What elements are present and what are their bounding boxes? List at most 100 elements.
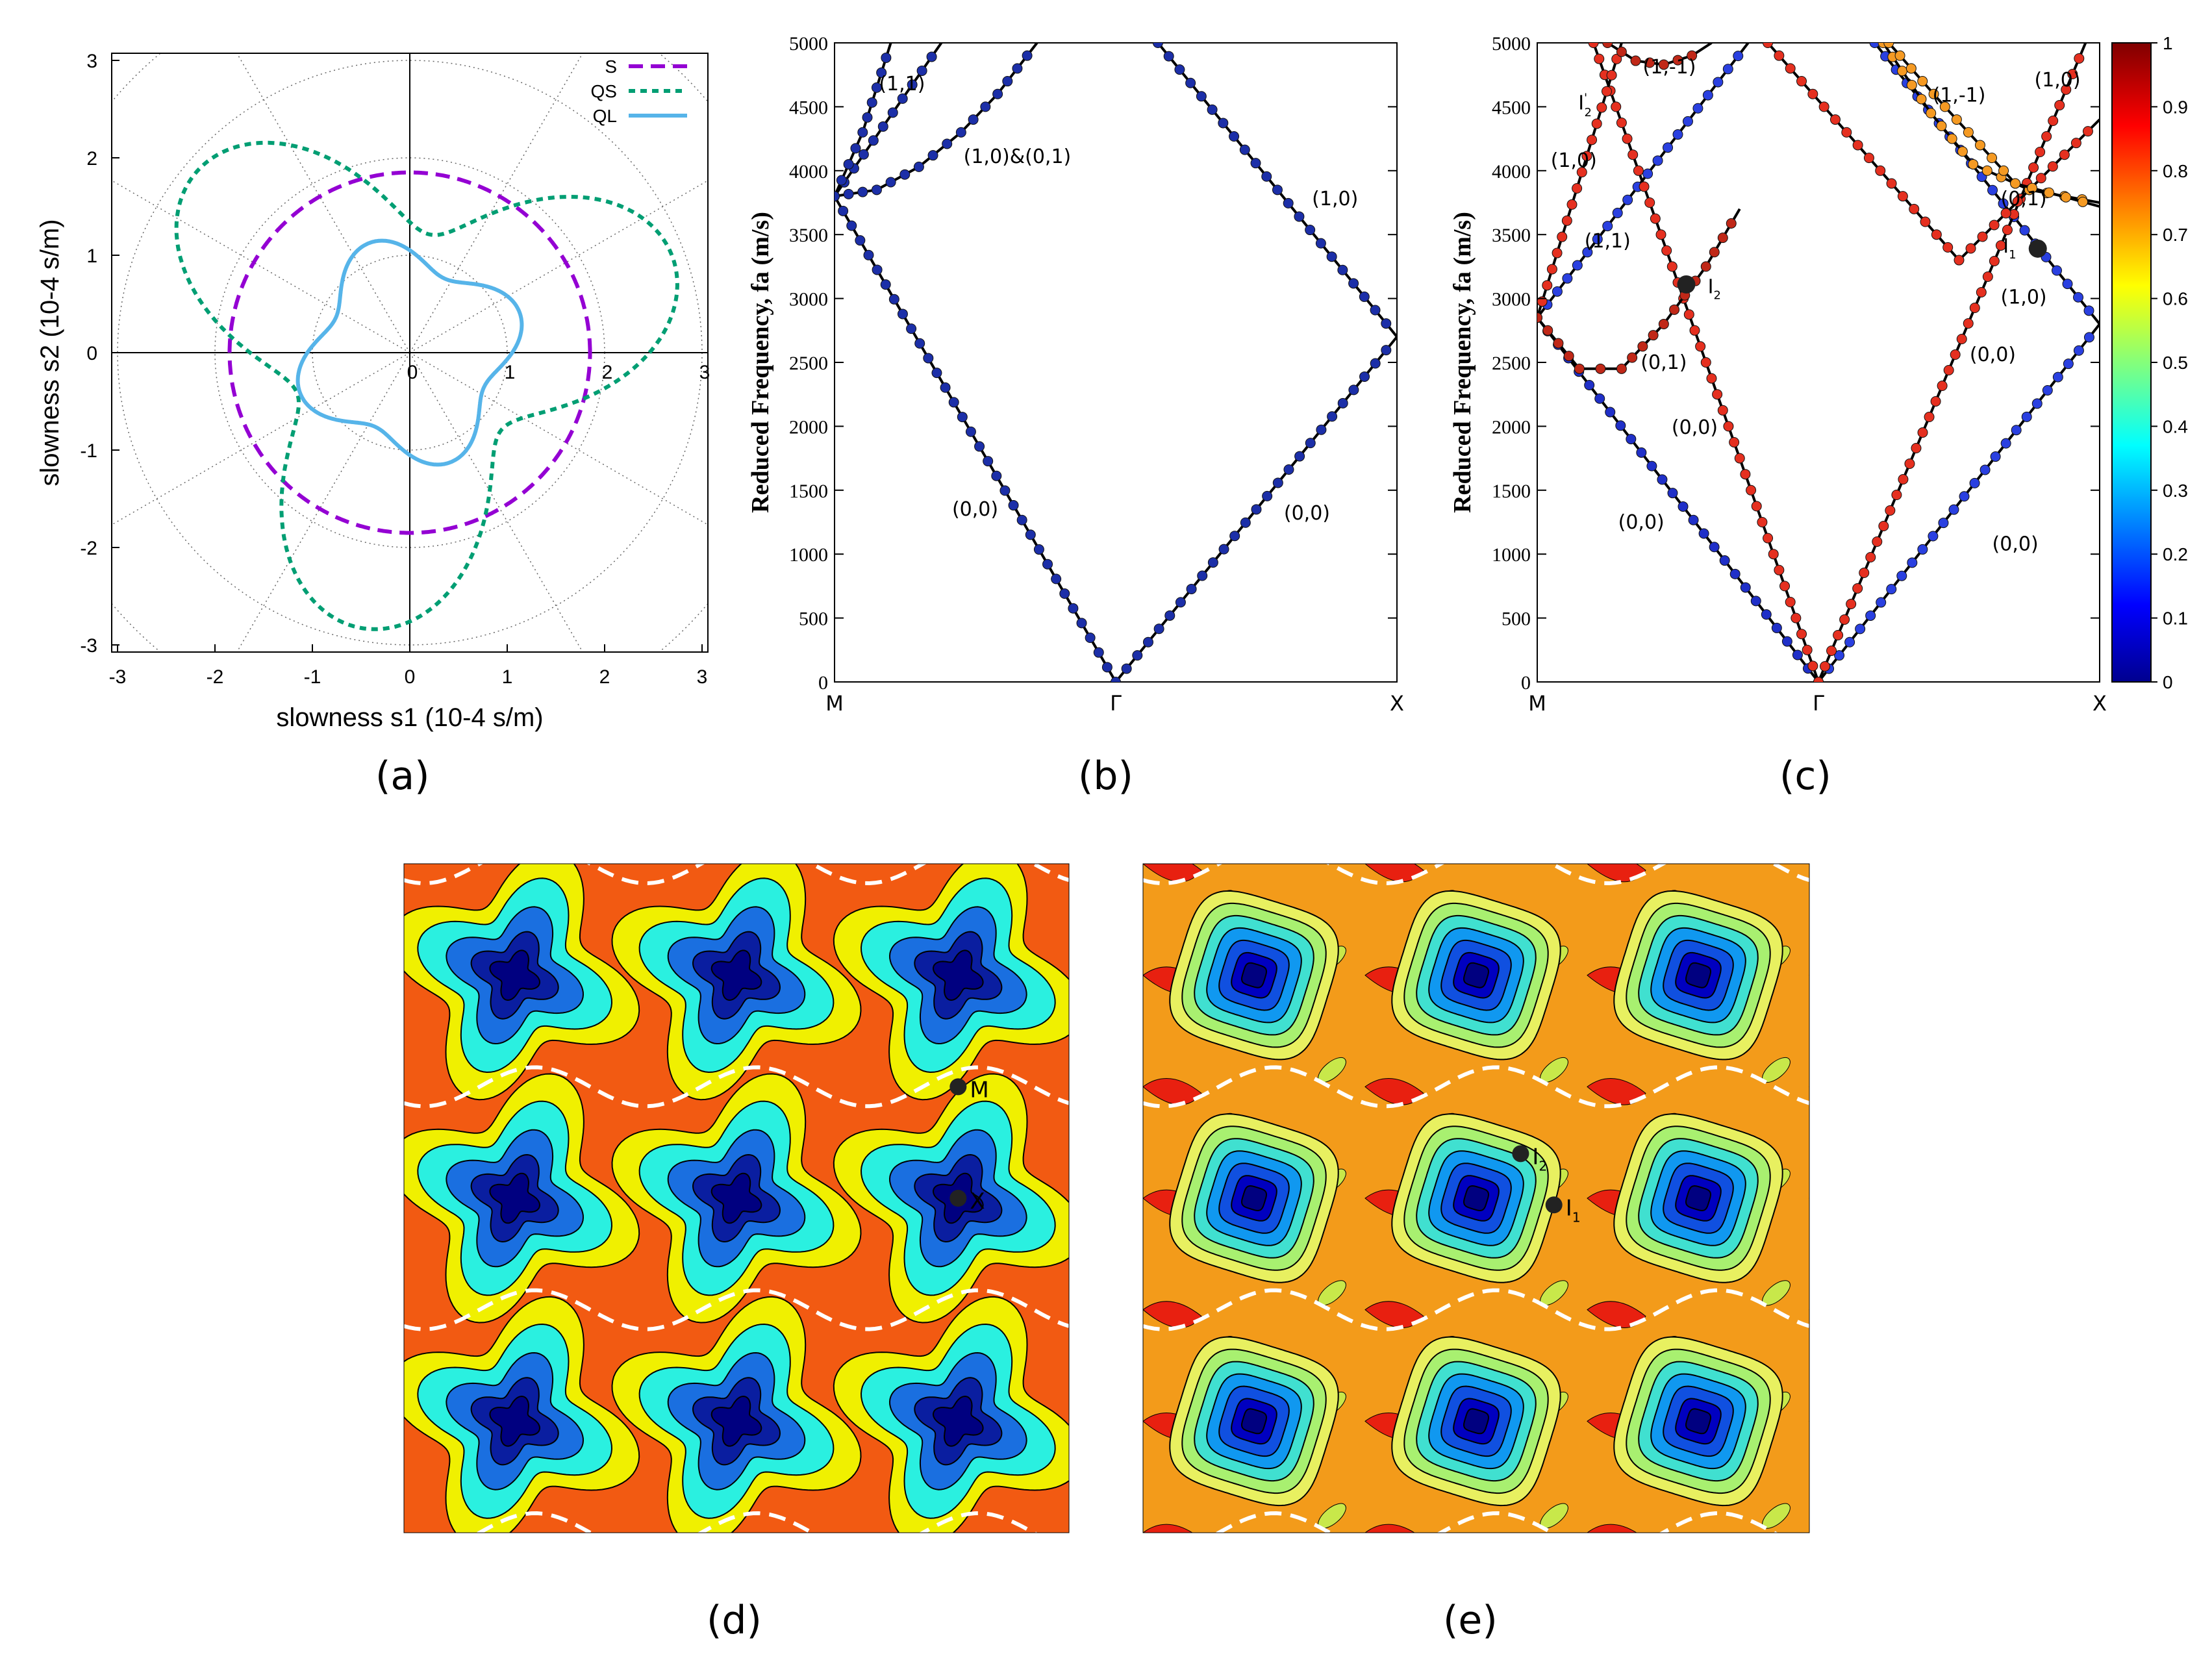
branch-point xyxy=(1563,351,1574,362)
branch-point xyxy=(2035,173,2046,184)
branch-point xyxy=(914,338,925,349)
green-blob xyxy=(1203,1555,1238,1589)
green-blob xyxy=(1092,1276,1127,1310)
branch-point xyxy=(1025,529,1036,540)
red-blob xyxy=(1254,1580,1313,1607)
branch-point xyxy=(1016,514,1027,525)
branch-point xyxy=(1757,517,1768,527)
branch-point xyxy=(857,186,868,197)
branch-point xyxy=(1813,677,1824,682)
ytick-label: 2500 xyxy=(789,353,828,374)
branch-point xyxy=(1706,373,1717,384)
branch-point xyxy=(1272,477,1283,488)
contour-level xyxy=(1463,1185,1489,1211)
branch-point xyxy=(1774,50,1785,61)
branch-point xyxy=(907,79,918,90)
ytick-label: 5000 xyxy=(789,33,828,55)
branch-point xyxy=(1546,264,1557,275)
branch-point xyxy=(2011,425,2022,436)
a-ytick-label: 0 xyxy=(86,343,97,364)
branch-point xyxy=(1833,630,1844,640)
branch-point xyxy=(1954,255,1965,266)
branch-point xyxy=(1552,247,1563,258)
branch-point xyxy=(1981,165,1992,176)
branch-point xyxy=(1566,199,1577,210)
colorbar-label: 0.5 xyxy=(2163,353,2188,373)
branch-point xyxy=(1085,633,1096,644)
branch-point xyxy=(1968,158,1979,170)
branch-point xyxy=(843,188,854,199)
branch-point xyxy=(1153,623,1164,635)
c-colorbar xyxy=(2111,42,2152,683)
a-grid-spoke xyxy=(409,180,708,353)
branch-point xyxy=(1781,636,1792,647)
panel-b: (1,1) (1,0)&(0,1) (1,0) (0,0) (0,0) 0 500 1000… xyxy=(747,33,1404,716)
green-blob xyxy=(1758,830,1794,864)
branch-point xyxy=(1916,94,1927,105)
branch-point xyxy=(1574,363,1585,374)
branch-point xyxy=(1917,76,1928,87)
colorbar-label: 0.8 xyxy=(2163,161,2188,181)
branch-point xyxy=(1588,43,1599,48)
branch-point xyxy=(1763,43,1774,48)
branch-point xyxy=(1998,165,2009,176)
branch-point xyxy=(1185,77,1196,88)
branch-point xyxy=(1734,453,1745,464)
branch-point xyxy=(1963,127,1974,138)
red-blob xyxy=(1809,1078,1868,1105)
red-blob xyxy=(1698,1580,1757,1607)
colorbar-label: 0.6 xyxy=(2163,289,2188,309)
branch-point xyxy=(1957,146,1968,157)
marker-dot xyxy=(2028,239,2047,258)
branch-point xyxy=(1722,64,1733,75)
annotation-label: (1,1) xyxy=(1585,230,1631,253)
branch-point xyxy=(866,97,877,108)
contour-level xyxy=(1685,1408,1711,1435)
branch-point xyxy=(983,456,994,467)
annotation-label: (1,0) xyxy=(1551,149,1597,172)
green-blob xyxy=(1092,1499,1127,1533)
branch-point xyxy=(1186,583,1197,594)
red-blob xyxy=(1809,855,1868,882)
annotation-label: (1,0) xyxy=(2034,69,2080,92)
branch-point xyxy=(1761,609,1772,620)
c-ylabel: Reduced Frequency, fa (m/s) xyxy=(1449,212,1476,513)
branch-point xyxy=(2059,149,2070,160)
branch-line xyxy=(835,195,1117,682)
contour-level xyxy=(1685,962,1711,988)
green-blob xyxy=(1092,942,1127,975)
branch-point xyxy=(927,150,938,161)
branch-point xyxy=(876,67,887,78)
panel-d: MX xyxy=(403,863,1070,1533)
branch-point xyxy=(1713,77,1724,88)
panel-e: I2 I1 xyxy=(1092,719,1868,1607)
branch-point xyxy=(1359,371,1370,382)
a-xtick-label: 1 xyxy=(502,666,513,688)
a-ytick-label: 1 xyxy=(86,245,97,267)
branch-point xyxy=(2082,126,2093,137)
a-curves xyxy=(174,140,679,631)
red-blob xyxy=(1809,967,1868,994)
a-xtick-label: -3 xyxy=(109,666,127,688)
branch-point xyxy=(948,397,959,408)
branch-point xyxy=(1601,86,1612,97)
branch-point xyxy=(1807,88,1818,99)
branch-point xyxy=(1636,447,1647,458)
branch-point xyxy=(1878,521,1889,531)
branch-point xyxy=(1615,420,1626,431)
colorbar-label: 0.3 xyxy=(2163,481,2188,501)
d-points: MX xyxy=(949,1077,989,1214)
a-radial-label: 1 xyxy=(505,362,516,383)
branch-point xyxy=(1658,318,1669,329)
branch-point xyxy=(1326,251,1337,262)
branch-point xyxy=(1250,158,1261,169)
branch-point xyxy=(1898,474,1909,484)
branch-point xyxy=(1987,153,1998,164)
branch-point xyxy=(1829,114,1841,125)
green-blob xyxy=(1092,719,1127,753)
ytick-label: 0 xyxy=(818,672,828,694)
branch-point xyxy=(1572,260,1583,271)
branch-point xyxy=(1928,531,1939,542)
red-blob xyxy=(1143,1524,1193,1533)
branch-point xyxy=(1174,64,1185,75)
